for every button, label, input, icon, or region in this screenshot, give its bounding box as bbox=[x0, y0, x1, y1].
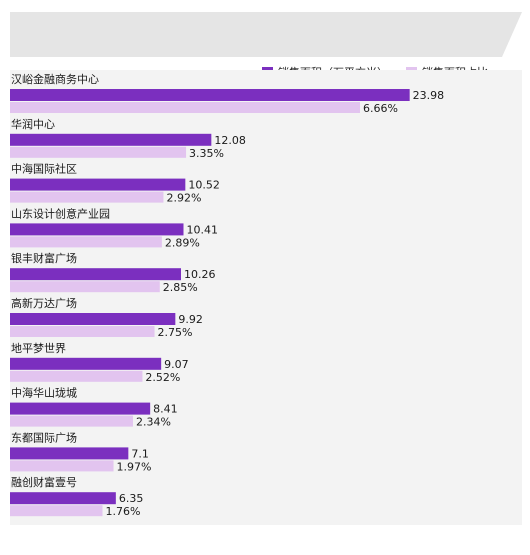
bar-sales-share bbox=[10, 460, 114, 472]
value-label-sales-share: 6.66% bbox=[363, 102, 398, 115]
bar-sales-share bbox=[10, 415, 133, 427]
bar-sales-share bbox=[10, 102, 360, 113]
bar-sales-area bbox=[10, 89, 410, 101]
value-label-sales-share: 3.35% bbox=[189, 147, 224, 160]
bar-sales-share bbox=[10, 505, 103, 517]
value-label-sales-area: 8.41 bbox=[153, 403, 178, 416]
value-label-sales-area: 10.26 bbox=[184, 268, 216, 281]
value-label-sales-area: 9.07 bbox=[164, 358, 189, 371]
value-label-sales-share: 1.76% bbox=[105, 505, 140, 518]
category-label: 银丰财富广场 bbox=[11, 251, 77, 265]
bar-sales-share bbox=[10, 281, 160, 293]
bar-sales-area bbox=[10, 447, 129, 460]
bar-sales-area bbox=[10, 268, 181, 281]
value-label-sales-area: 10.41 bbox=[187, 223, 219, 236]
bar-sales-share bbox=[10, 326, 155, 337]
value-label-sales-share: 2.75% bbox=[158, 326, 193, 339]
value-label-sales-share: 1.97% bbox=[117, 460, 152, 473]
bar-sales-share bbox=[10, 146, 187, 158]
value-label-sales-share: 2.92% bbox=[166, 192, 201, 205]
value-label-sales-area: 7.1 bbox=[131, 447, 149, 460]
value-label-sales-area: 10.52 bbox=[188, 179, 220, 192]
bar-sales-area bbox=[10, 402, 151, 415]
bar-sales-area bbox=[10, 223, 184, 236]
bar-sales-area bbox=[10, 313, 176, 325]
header-banner bbox=[10, 12, 522, 57]
bar-sales-area bbox=[10, 357, 162, 370]
bar-sales-area bbox=[10, 492, 116, 505]
value-label-sales-area: 23.98 bbox=[413, 89, 445, 102]
category-label: 汉峪金融商务中心 bbox=[11, 72, 99, 86]
category-label: 中海华山珑城 bbox=[11, 386, 77, 400]
category-label: 高新万达广场 bbox=[11, 296, 77, 310]
bar-sales-share bbox=[10, 236, 162, 248]
bar-sales-area bbox=[10, 178, 186, 191]
category-label: 融创财富壹号 bbox=[11, 475, 77, 489]
value-label-sales-area: 9.92 bbox=[178, 313, 203, 326]
category-label: 山东设计创意产业园 bbox=[11, 206, 110, 220]
category-label: 东都国际广场 bbox=[11, 430, 77, 444]
bar-sales-share bbox=[10, 370, 143, 382]
category-label: 中海国际社区 bbox=[11, 162, 77, 176]
bar-sales-share bbox=[10, 191, 164, 203]
value-label-sales-share: 2.85% bbox=[163, 281, 198, 294]
category-label: 华润中心 bbox=[11, 117, 55, 131]
bar-sales-area bbox=[10, 133, 212, 146]
value-label-sales-area: 6.35 bbox=[119, 492, 144, 505]
value-label-sales-share: 2.52% bbox=[145, 371, 180, 384]
value-label-sales-share: 2.34% bbox=[136, 416, 171, 429]
value-label-sales-area: 12.08 bbox=[214, 134, 246, 147]
value-label-sales-share: 2.89% bbox=[165, 236, 200, 249]
category-label: 地平梦世界 bbox=[11, 342, 66, 355]
